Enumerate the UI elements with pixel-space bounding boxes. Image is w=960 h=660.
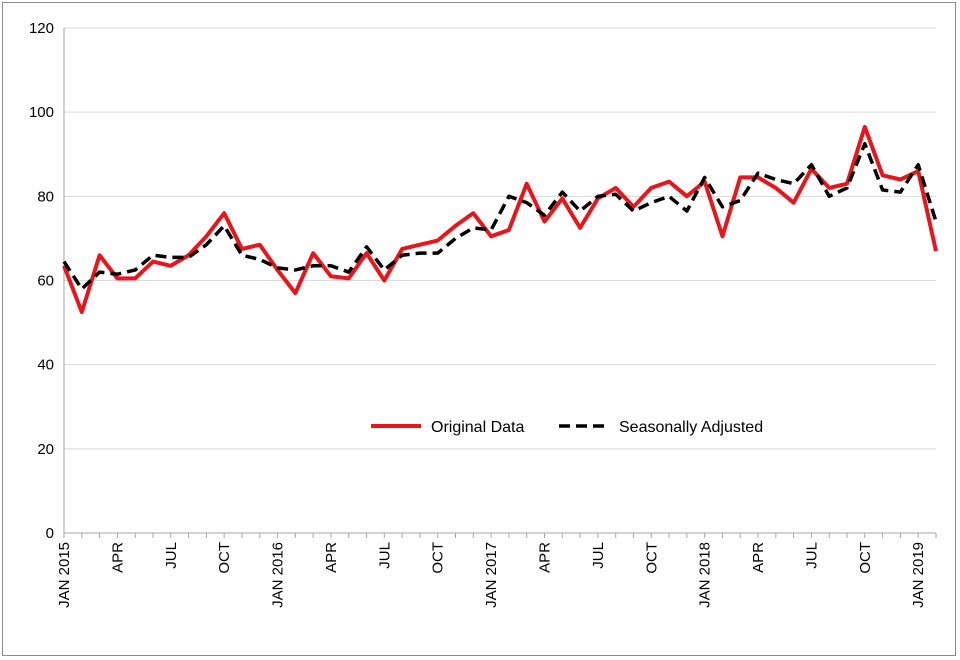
x-tick-label: JAN 2017	[483, 542, 500, 608]
x-tick-label: OCT	[430, 542, 447, 574]
x-tick-label: JUL	[590, 542, 607, 569]
y-tick-label: 0	[46, 525, 54, 542]
x-tick-label: JUL	[803, 542, 820, 569]
y-tick-label: 80	[37, 188, 54, 205]
legend-label: Seasonally Adjusted	[619, 419, 763, 436]
x-tick-label: JAN 2019	[910, 542, 927, 608]
x-tick-label: APR	[109, 542, 126, 573]
x-tick-label: JUL	[163, 542, 180, 569]
y-tick-label: 20	[37, 441, 54, 458]
y-tick-label: 100	[29, 104, 54, 121]
x-tick-label: JAN 2018	[697, 542, 714, 608]
line-chart: 0 20 40 60 80 100 120 JAN 2015 APR JUL OCT JAN 2016…	[29, 20, 938, 608]
x-tick-label: JUL	[376, 542, 393, 569]
x-tick-label: OCT	[643, 542, 660, 574]
y-tick-label: 120	[29, 20, 54, 37]
y-tick-label: 60	[37, 273, 54, 290]
y-tick-label: 40	[37, 357, 54, 374]
x-tick-label: APR	[750, 542, 767, 573]
x-tick-label: APR	[536, 542, 553, 573]
x-tick-label: OCT	[857, 542, 874, 574]
x-tick-label: JAN 2016	[270, 542, 287, 608]
legend-label: Original Data	[431, 419, 524, 436]
x-tick-label: APR	[323, 542, 340, 573]
series-line-seasonally-adjusted	[62, 141, 938, 291]
x-tick-label: OCT	[216, 542, 233, 574]
series-line-original-data	[62, 124, 938, 315]
x-tick-label: JAN 2015	[56, 542, 73, 608]
